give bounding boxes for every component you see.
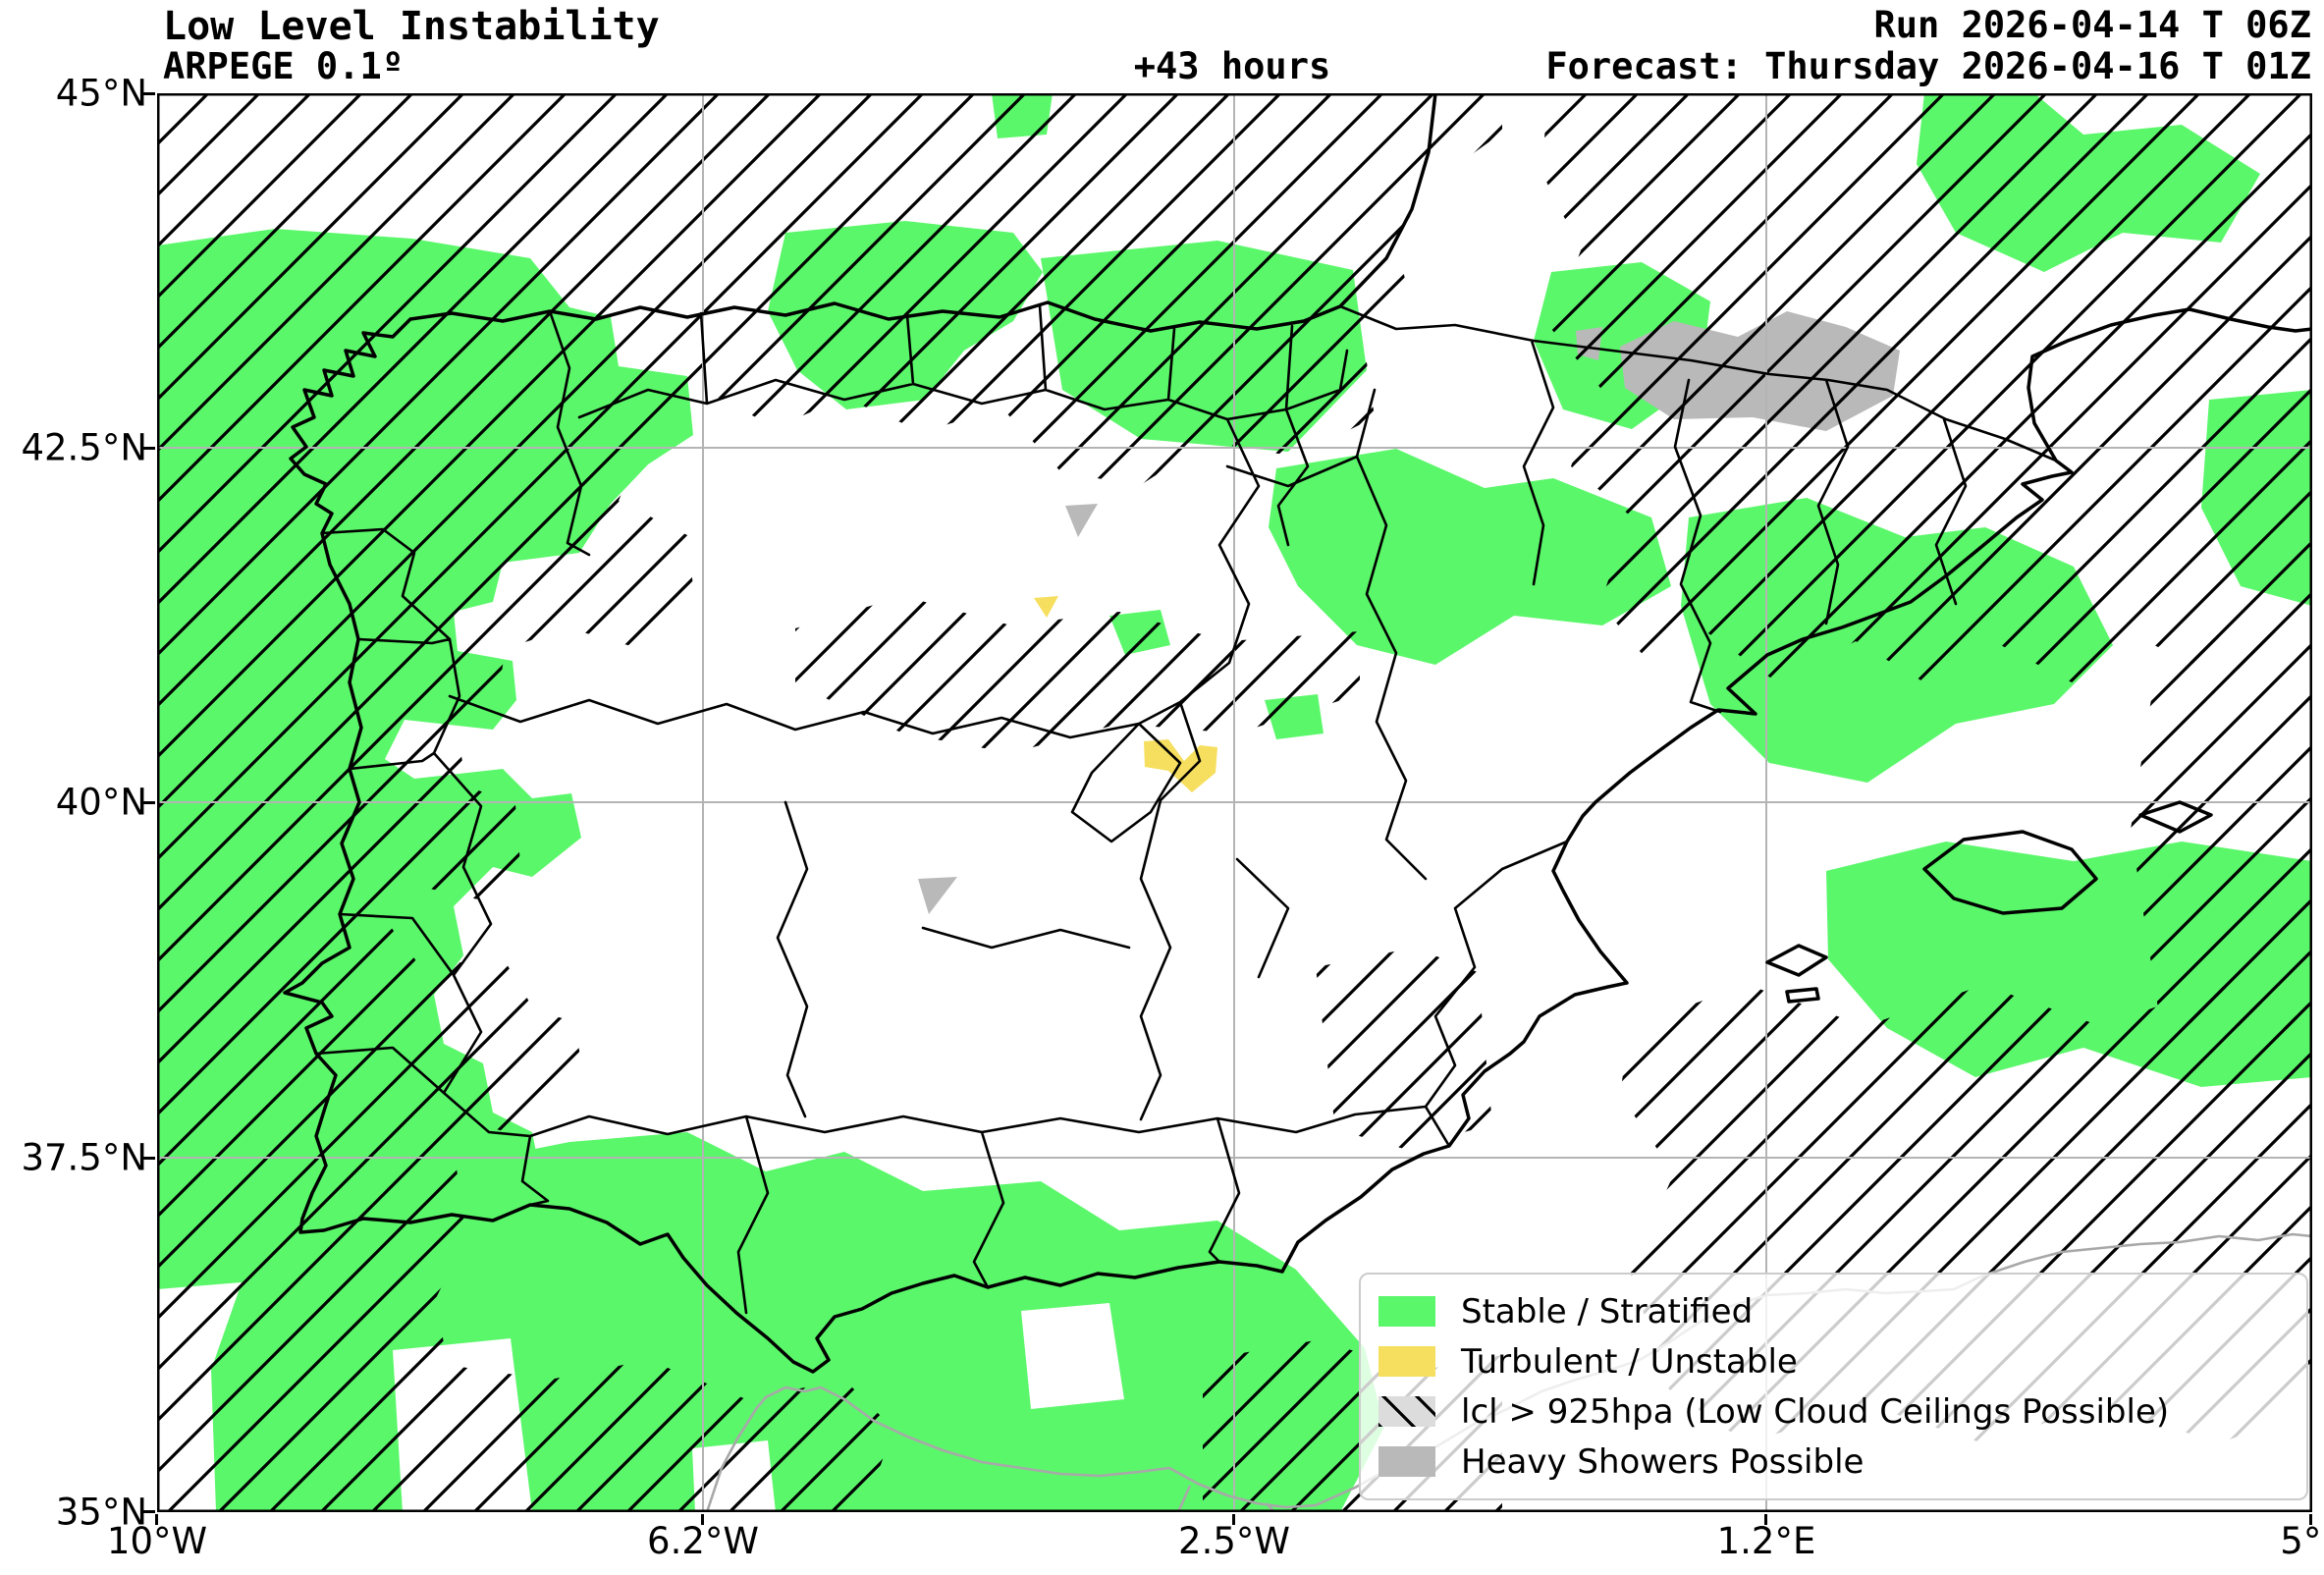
stable-swatch bbox=[1378, 1296, 1435, 1327]
y-tick-42-5n: 42.5°N bbox=[21, 426, 147, 469]
x-tick-10w: 10°W bbox=[106, 1520, 208, 1562]
legend-item-lcl: lcl > 925hpa (Low Cloud Ceilings Possibl… bbox=[1378, 1386, 2289, 1437]
y-tickmark bbox=[143, 1157, 155, 1160]
legend-item-showers: Heavy Showers Possible bbox=[1378, 1437, 2289, 1487]
y-tick-45n: 45°N bbox=[55, 72, 147, 115]
y-tickmark bbox=[143, 1510, 155, 1513]
legend-label: Heavy Showers Possible bbox=[1461, 1441, 1865, 1482]
iberia-weather-map bbox=[157, 93, 2312, 1512]
model-label: ARPEGE 0.1º bbox=[163, 45, 405, 87]
legend-label: lcl > 925hpa (Low Cloud Ceilings Possibl… bbox=[1461, 1391, 2170, 1432]
page-title: Low Level Instability bbox=[163, 4, 660, 49]
showers-swatch bbox=[1378, 1446, 1435, 1477]
balearic-islands bbox=[1765, 800, 2213, 1004]
x-tickmark bbox=[1764, 1514, 1767, 1525]
legend-label: Stable / Stratified bbox=[1461, 1291, 1754, 1331]
x-tick-2-5w: 2.5°W bbox=[1178, 1520, 1290, 1562]
x-tickmark bbox=[1232, 1514, 1235, 1525]
legend: Stable / Stratified Turbulent / Unstable… bbox=[1359, 1273, 2308, 1500]
legend-item-stable: Stable / Stratified bbox=[1378, 1286, 2289, 1336]
turbulent-swatch bbox=[1378, 1346, 1435, 1377]
graticule bbox=[157, 93, 2312, 1512]
x-tick-1-2e: 1.2°E bbox=[1716, 1520, 1816, 1562]
hatch-swatch bbox=[1378, 1396, 1435, 1427]
iberia-coastline bbox=[283, 93, 2312, 1374]
y-tickmark bbox=[143, 92, 155, 95]
x-tick-6-2w: 6.2°W bbox=[647, 1520, 759, 1562]
turbulent-unstable-regions bbox=[1034, 596, 1217, 792]
x-tickmark bbox=[701, 1514, 704, 1525]
x-tickmark bbox=[2309, 1514, 2312, 1525]
x-tickmark bbox=[155, 1514, 158, 1525]
run-label: Run 2026-04-14 T 06Z bbox=[1873, 4, 2311, 46]
y-tick-37-5n: 37.5°N bbox=[21, 1136, 147, 1179]
y-tick-35n: 35°N bbox=[55, 1491, 147, 1534]
legend-item-turbulent: Turbulent / Unstable bbox=[1378, 1336, 2289, 1386]
y-tickmark bbox=[143, 447, 155, 450]
map-plot-area: Stable / Stratified Turbulent / Unstable… bbox=[157, 93, 2312, 1512]
y-tickmark bbox=[143, 801, 155, 804]
y-tick-40n: 40°N bbox=[55, 781, 147, 824]
forecast-label: Forecast: Thursday 2026-04-16 T 01Z bbox=[1545, 45, 2311, 87]
legend-label: Turbulent / Unstable bbox=[1461, 1341, 1798, 1382]
province-borders bbox=[314, 303, 2058, 1315]
lead-time-label: +43 hours bbox=[1133, 45, 1331, 87]
x-tick-5e: 5°E bbox=[2280, 1520, 2324, 1562]
